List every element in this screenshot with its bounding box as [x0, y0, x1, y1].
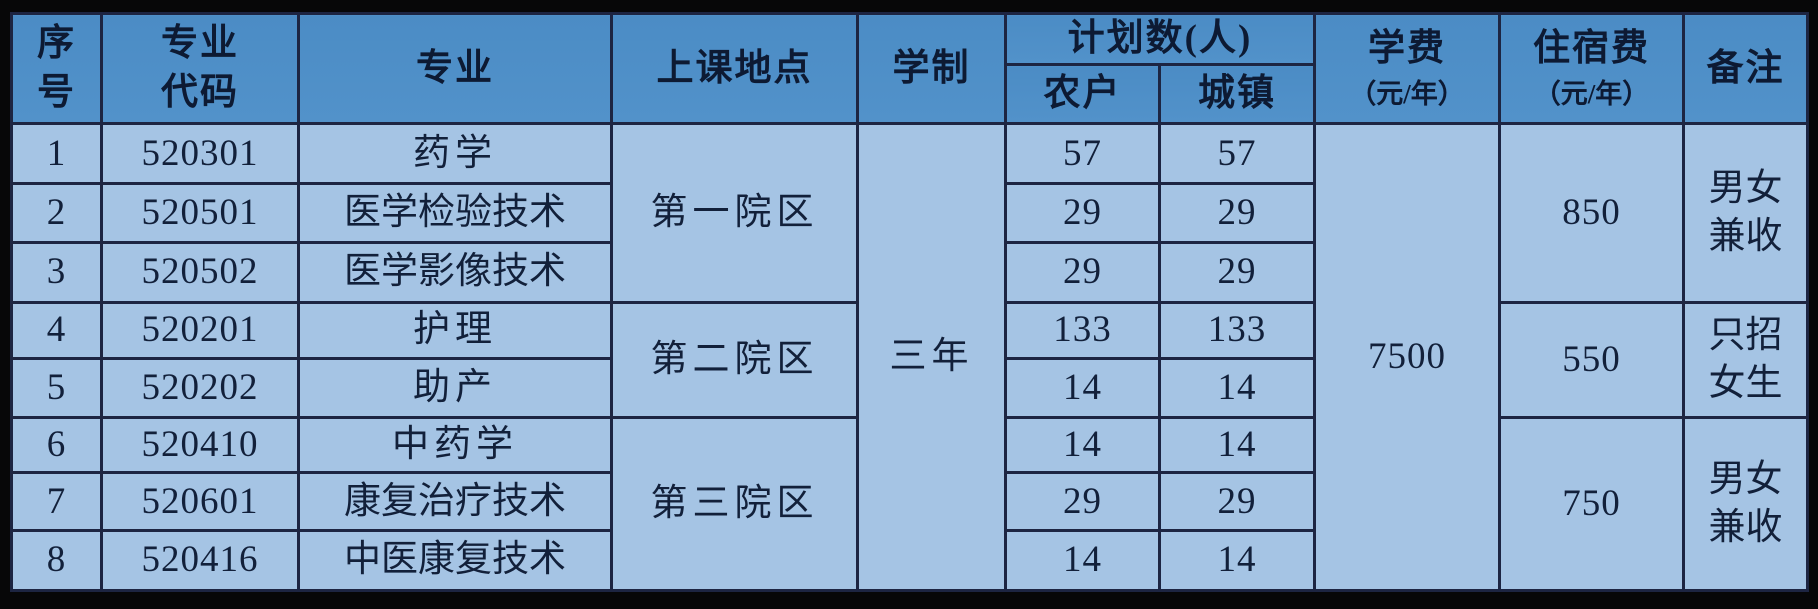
location-cell: 第二院区 — [610, 300, 859, 420]
seq-cell: 3 — [10, 240, 103, 304]
seq-cell: 2 — [10, 182, 103, 244]
urban-count-cell: 29 — [1158, 471, 1316, 532]
header-major-code: 专业 代码 — [100, 11, 300, 126]
major-cell: 中药学 — [297, 416, 613, 475]
urban-count-cell: 29 — [1158, 182, 1316, 244]
header-location: 上课地点 — [610, 11, 859, 126]
header-remark: 备注 — [1682, 11, 1809, 126]
tuition-cell: 7500 — [1313, 122, 1501, 592]
major-cell: 助产 — [297, 357, 613, 420]
major-code-cell: 520601 — [100, 471, 300, 532]
enrollment-plan-table: 序 号 专业 代码 专业 上课地点 学制 计划数(人) 学费 （元/年） 住宿费… — [10, 11, 1809, 593]
seq-cell: 8 — [10, 528, 103, 593]
header-major: 专业 — [297, 11, 613, 126]
accommodation-fee-cell: 850 — [1498, 122, 1685, 304]
location-cell: 第一院区 — [610, 122, 859, 304]
table-row: 8 520416 中医康复技术 14 14 — [10, 528, 1808, 593]
rural-count-cell: 14 — [1004, 416, 1161, 475]
header-tuition-unit: （元/年） — [1349, 79, 1465, 110]
urban-count-cell: 133 — [1158, 300, 1316, 361]
seq-cell: 7 — [10, 471, 103, 532]
major-cell: 康复治疗技术 — [297, 471, 613, 532]
header-tuition-title: 学费 — [1368, 27, 1446, 69]
major-cell: 医学检验技术 — [297, 182, 613, 244]
header-duration: 学制 — [856, 11, 1007, 126]
major-cell: 护理 — [297, 300, 613, 361]
rural-count-cell: 133 — [1004, 300, 1161, 361]
remark-cell: 只招 女生 — [1682, 300, 1809, 420]
table-row: 1 520301 药学 第一院区 三年 57 57 7500 850 男女 兼收 — [10, 122, 1809, 592]
header-plan-group: 计划数(人) — [1004, 11, 1316, 67]
seq-cell: 6 — [10, 416, 103, 475]
urban-count-cell: 14 — [1158, 357, 1316, 420]
remark-cell: 男女 兼收 — [1682, 416, 1809, 592]
major-code-cell: 520501 — [100, 182, 300, 244]
table-row: 2 520501 医学检验技术 29 29 — [10, 182, 1808, 244]
header-accommodation-title: 住宿费 — [1533, 27, 1650, 69]
accommodation-fee-cell: 750 — [1498, 416, 1685, 592]
major-code-cell: 520202 — [100, 357, 300, 420]
rural-count-cell: 14 — [1004, 528, 1161, 593]
rural-count-cell: 57 — [1004, 122, 1161, 186]
header-accommodation: 住宿费 （元/年） — [1498, 11, 1685, 126]
table-row: 3 520502 医学影像技术 29 29 — [10, 240, 1808, 304]
table-body: 1 520301 药学 第一院区 三年 57 57 7500 850 男女 兼收… — [10, 122, 1809, 593]
table-header: 序 号 专业 代码 专业 上课地点 学制 计划数(人) 学费 （元/年） 住宿费… — [10, 11, 1809, 126]
table-row: 5 520202 助产 14 14 — [10, 357, 1808, 420]
remark-cell: 男女 兼收 — [1682, 122, 1809, 304]
header-tuition: 学费 （元/年） — [1313, 11, 1501, 126]
urban-count-cell: 14 — [1158, 528, 1316, 593]
seq-cell: 4 — [10, 300, 103, 361]
urban-count-cell: 29 — [1158, 240, 1316, 304]
seq-cell: 1 — [10, 122, 103, 186]
rural-count-cell: 14 — [1004, 357, 1161, 420]
major-code-cell: 520410 — [100, 416, 300, 475]
major-code-cell: 520416 — [100, 528, 300, 593]
major-code-cell: 520502 — [100, 240, 300, 304]
table-row: 6 520410 中药学 第三院区 14 14 750 男女 兼收 — [10, 416, 1809, 592]
duration-cell: 三年 — [856, 122, 1007, 592]
urban-count-cell: 14 — [1158, 416, 1316, 475]
header-plan-rural: 农户 — [1004, 63, 1161, 126]
major-cell: 药学 — [297, 122, 613, 186]
table-row: 7 520601 康复治疗技术 29 29 — [10, 471, 1808, 532]
location-cell: 第三院区 — [610, 416, 859, 592]
header-plan-urban: 城镇 — [1158, 63, 1316, 126]
major-cell: 中医康复技术 — [297, 528, 613, 593]
major-code-cell: 520301 — [100, 122, 300, 186]
table-row: 4 520201 护理 第二院区 133 133 550 只招 女生 — [10, 300, 1809, 420]
accommodation-fee-cell: 550 — [1498, 300, 1685, 420]
rural-count-cell: 29 — [1004, 240, 1161, 304]
rural-count-cell: 29 — [1004, 471, 1161, 532]
urban-count-cell: 57 — [1158, 122, 1316, 186]
header-seq: 序 号 — [10, 11, 103, 126]
header-accommodation-unit: （元/年） — [1533, 79, 1650, 110]
major-cell: 医学影像技术 — [297, 240, 613, 304]
seq-cell: 5 — [10, 357, 103, 420]
major-code-cell: 520201 — [100, 300, 300, 361]
rural-count-cell: 29 — [1004, 182, 1161, 244]
